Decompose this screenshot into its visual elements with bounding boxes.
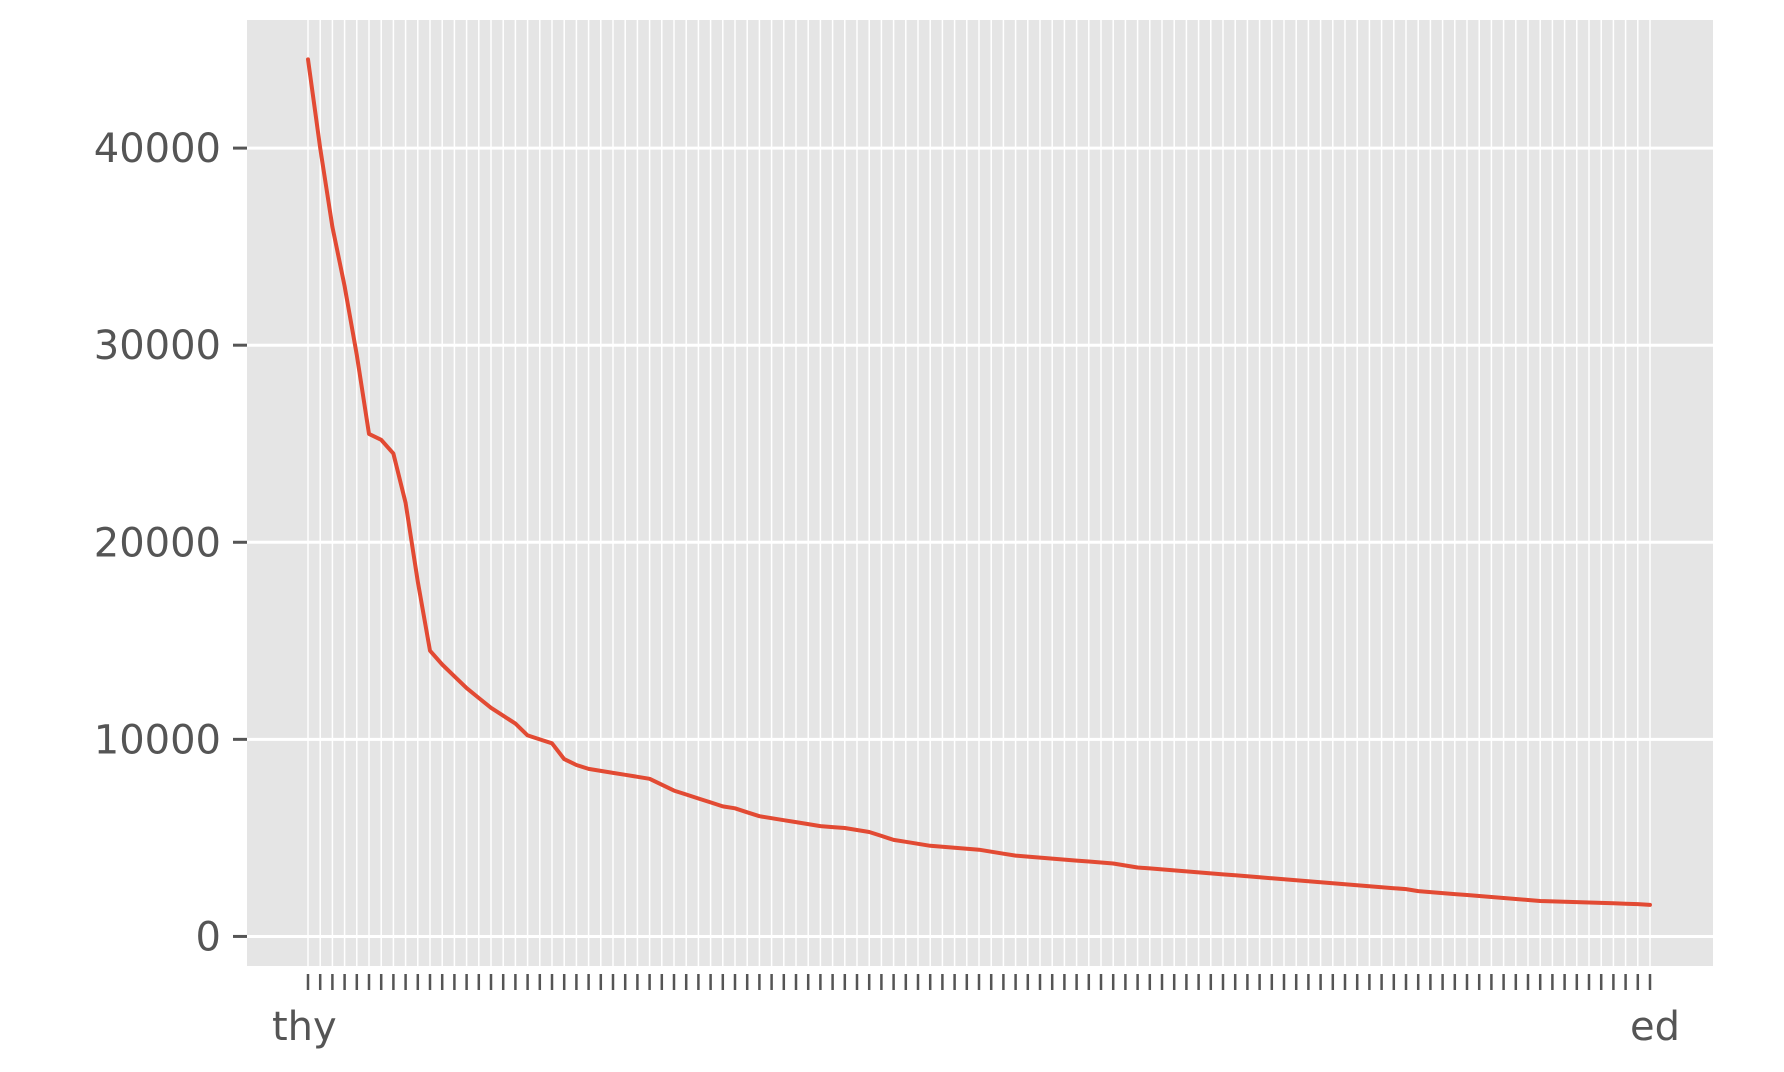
series-line xyxy=(306,57,1652,907)
horizontal-grid xyxy=(247,146,1713,938)
y-tick-label: 30000 xyxy=(94,323,221,369)
y-tick-label: 40000 xyxy=(94,126,221,172)
y-tick-label: 10000 xyxy=(94,717,221,763)
y-tick-label: 20000 xyxy=(94,520,221,566)
x-tick-label-end: ed xyxy=(1630,1004,1680,1050)
y-axis-ticks: 0 10000 20000 30000 40000 xyxy=(94,126,247,960)
y-tick-label: 0 xyxy=(196,914,221,960)
x-axis-ticks xyxy=(306,974,1652,990)
x-tick-label-start: thy xyxy=(272,1004,337,1050)
